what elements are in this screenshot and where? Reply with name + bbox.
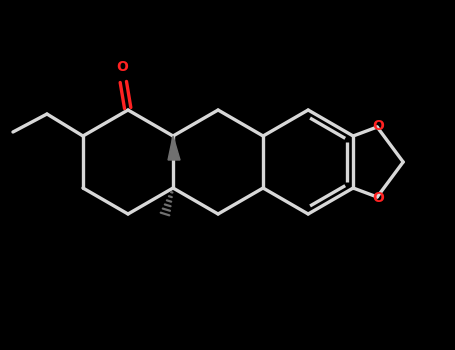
Polygon shape xyxy=(168,136,180,160)
Text: O: O xyxy=(372,191,384,205)
Text: O: O xyxy=(116,60,128,74)
Text: O: O xyxy=(372,119,384,133)
